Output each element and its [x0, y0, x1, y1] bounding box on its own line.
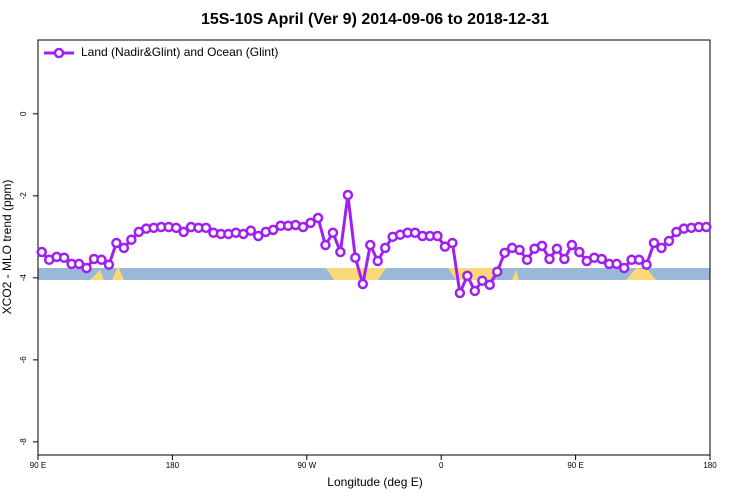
data-point — [372, 255, 383, 267]
x-tick-label: 180 — [703, 461, 717, 470]
chart-title: 15S-10S April (Ver 9) 2014-09-06 to 2018… — [201, 11, 549, 28]
data-point — [484, 279, 495, 291]
data-point — [312, 212, 324, 224]
data-point — [618, 262, 630, 274]
data-point — [514, 244, 525, 256]
y-tick-label: -8 — [19, 438, 28, 446]
data-point — [320, 239, 331, 251]
data-point — [73, 258, 85, 270]
data-point — [663, 235, 675, 247]
land — [512, 270, 519, 280]
data-point — [596, 253, 607, 265]
legend-label: Land (Nadir&Glint) and Ocean (Glint) — [81, 45, 278, 59]
data-point — [245, 225, 257, 236]
data-point — [432, 230, 443, 242]
land-ocean-mask — [38, 266, 710, 280]
data-point — [559, 253, 570, 265]
data-point — [36, 246, 47, 258]
land — [626, 268, 656, 280]
data-point — [357, 278, 369, 290]
data-point — [447, 237, 458, 249]
data-point — [58, 252, 70, 264]
x-axis-label: Longitude (deg E) — [327, 475, 422, 489]
land — [326, 268, 386, 280]
plot-frame — [37, 39, 711, 456]
y-axis-label: XCO2 - MLO trend (ppm) — [0, 180, 14, 315]
data-point — [118, 242, 130, 254]
data-point — [521, 254, 533, 266]
data-point — [335, 246, 346, 258]
data-point — [111, 237, 122, 249]
data-point — [551, 243, 563, 254]
data-point — [611, 258, 622, 270]
data-point — [491, 266, 503, 277]
x-tick-label: 180 — [166, 461, 180, 470]
data-point — [544, 253, 555, 265]
y-tick-label: -2 — [19, 192, 28, 200]
data-point — [350, 252, 361, 264]
data-point — [365, 239, 376, 251]
data-point — [499, 247, 510, 259]
land — [90, 270, 104, 280]
data-point — [379, 242, 391, 254]
data-point — [81, 262, 92, 274]
data-point — [305, 217, 316, 229]
data-point — [342, 189, 354, 201]
y-tick-label: -6 — [19, 356, 28, 364]
data-point — [462, 270, 473, 282]
data-point — [126, 234, 137, 245]
data-point — [96, 254, 107, 266]
data-point — [648, 237, 660, 249]
data-point — [200, 222, 212, 234]
data-point — [477, 275, 488, 286]
data-point — [178, 226, 189, 238]
data-point — [170, 222, 182, 234]
x-tick-label: 90 E — [30, 461, 46, 470]
data-point — [701, 221, 712, 233]
y-tick-label: -4 — [19, 274, 28, 282]
x-tick-label: 0 — [439, 461, 444, 470]
data-point — [641, 259, 652, 270]
x-tick-label: 90 W — [297, 461, 316, 470]
data-point — [327, 227, 339, 238]
data-point — [656, 242, 667, 254]
data-point — [267, 224, 279, 236]
data-point — [633, 254, 645, 266]
data-point — [253, 230, 264, 242]
y-tick-label: 0 — [19, 111, 28, 116]
data-point — [469, 285, 481, 297]
data-point — [536, 240, 548, 252]
data-point — [574, 246, 585, 258]
land — [112, 266, 124, 280]
data-point — [103, 259, 115, 270]
data-point — [297, 221, 309, 233]
x-tick-label: 90 E — [567, 461, 583, 470]
data-point — [454, 287, 466, 299]
data-point — [566, 239, 578, 251]
legend-marker — [53, 47, 65, 59]
